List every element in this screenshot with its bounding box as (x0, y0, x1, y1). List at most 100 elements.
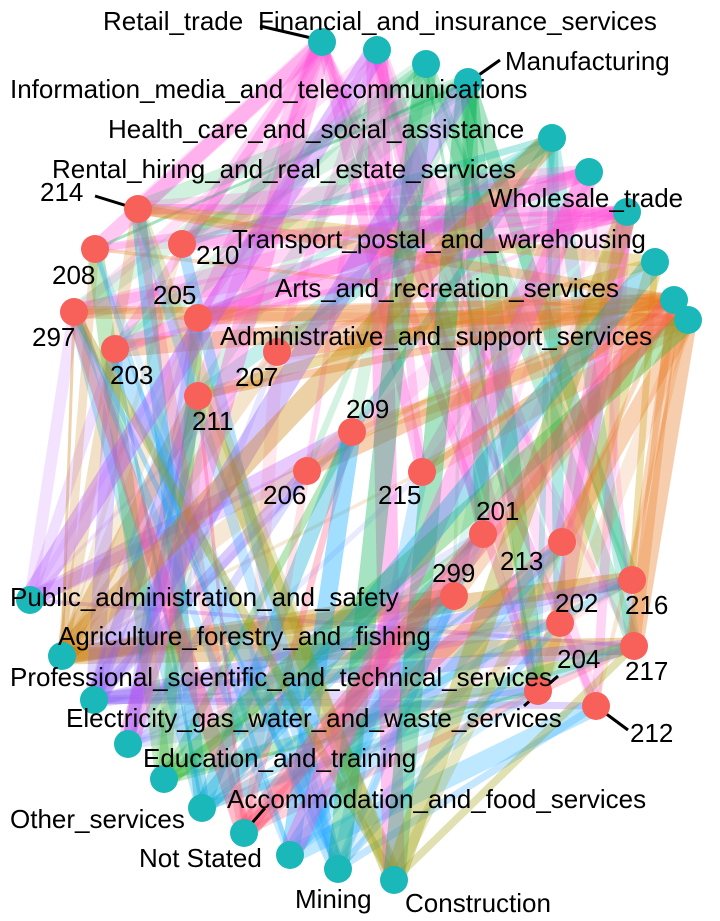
node-region-214 (124, 195, 152, 223)
edge-info-216 (461, 75, 639, 587)
edge-wholesale-212 (591, 207, 632, 711)
edge-mining-212 (334, 702, 600, 873)
edge-wholesale-213 (553, 203, 636, 551)
edge-agri-211 (53, 387, 207, 665)
edge-accom-207 (237, 345, 284, 840)
edge-admin-205 (191, 311, 695, 327)
label-rental: Rental_hiring_and_real_estate_services (52, 154, 516, 184)
node-edu (150, 765, 178, 793)
label-admin: Administrative_and_support_services (220, 321, 652, 351)
edge-edu-299 (156, 588, 462, 787)
node-public (16, 586, 44, 614)
edge-financial-215 (372, 45, 427, 477)
edge-mining-208 (91, 245, 342, 873)
edge-arts-205 (191, 293, 681, 325)
label-region-207: 207 (235, 362, 278, 392)
edge-construction-211 (188, 386, 404, 890)
edge-admin-209 (344, 312, 696, 440)
node-rental (575, 158, 603, 186)
edge-arts-216 (627, 295, 679, 585)
edge-health-204 (535, 135, 555, 694)
edge-wholesale-214 (132, 203, 633, 218)
label-region-206: 206 (263, 480, 306, 510)
edge-manufacturing-203 (112, 61, 429, 352)
edge-prof-203 (85, 340, 124, 709)
edge-retail-204 (317, 37, 543, 696)
edge-info-206 (303, 78, 472, 475)
edge-arts-297 (71, 297, 677, 315)
label-prof: Professional_scientific_and_technical_se… (10, 662, 552, 692)
edge-elec-216 (124, 576, 636, 748)
node-labels: Retail_trade Financial_and_insurance_serv… (10, 6, 683, 918)
edge-agri-299 (53, 587, 463, 665)
edge-public-203 (24, 343, 121, 606)
label-wholesale: Wholesale_trade (488, 183, 683, 213)
edge-retail-elec (117, 39, 333, 747)
edge-edu-211 (154, 386, 208, 789)
edge-mining-215 (331, 465, 429, 876)
edge-info-208 (93, 80, 470, 251)
edge-agri-214 (56, 203, 144, 662)
label-region-214: 214 (40, 177, 83, 207)
node-region-203 (101, 335, 129, 363)
label-region-210: 210 (196, 240, 239, 270)
label-edu: Education_and_training (143, 743, 416, 773)
edge-transport-216 (628, 258, 659, 584)
edge-wholesale-202 (551, 203, 636, 632)
edge-public-297 (24, 306, 80, 606)
edge-agri-210 (59, 241, 185, 659)
edge-notstated-299 (280, 586, 464, 865)
edge-rental-notstated (279, 167, 600, 860)
edge-retail-203 (110, 37, 327, 354)
edge-arts-203 (106, 291, 683, 358)
edge-other-203 (113, 347, 204, 810)
node-region-217 (620, 632, 648, 660)
edge-arts-215 (418, 296, 678, 476)
edge-accom-206 (240, 467, 311, 837)
node-region-209 (338, 418, 366, 446)
nodes (16, 28, 702, 894)
edge-rental-205 (190, 164, 597, 326)
edge-manufacturing-mining (327, 62, 437, 871)
edge-edu-217 (157, 639, 641, 786)
label-region-216: 216 (625, 590, 668, 620)
edge-edu-204 (162, 689, 540, 781)
edge-accom-217 (240, 642, 638, 837)
edge-financial-206 (304, 47, 380, 474)
edge-arts-213 (559, 297, 677, 545)
edge-health-299 (447, 131, 559, 603)
edge-elec-206 (123, 466, 312, 749)
node-retail (308, 28, 336, 56)
edge-other-214 (130, 201, 210, 816)
node-region-207 (263, 338, 291, 366)
edge-public-207 (28, 350, 279, 602)
label-region-212: 212 (630, 718, 673, 748)
edge-other-transport (193, 254, 664, 816)
edge-other-209 (194, 424, 360, 816)
edge-elec-204 (123, 686, 543, 749)
edge-info-201 (460, 74, 491, 542)
node-region-205 (184, 304, 212, 332)
label-info: Information_media_and_telecommunications (10, 74, 527, 104)
node-arts (660, 286, 688, 314)
node-admin (674, 306, 702, 334)
node-region-297 (60, 298, 88, 326)
edge-wholesale-297 (65, 203, 636, 321)
edge-elec-211 (121, 389, 205, 751)
edge-financial-204 (371, 44, 544, 697)
edge-agri-217 (53, 637, 643, 665)
edge-other-213 (200, 540, 564, 810)
label-notstated: Not Stated (139, 843, 262, 873)
label-region-297: 297 (32, 322, 75, 352)
edge-financial-212 (369, 42, 604, 714)
edge-financial-297 (69, 45, 382, 317)
edge-notstated-297 (70, 308, 294, 859)
label-transport: Transport_postal_and_warehousing (232, 224, 646, 254)
edge-health-217 (545, 131, 641, 653)
edge-financial-205 (194, 46, 381, 322)
label-agri: Agriculture_forestry_and_fishing (58, 621, 431, 651)
node-region-201 (469, 520, 497, 548)
edge-admin-213 (553, 311, 697, 551)
edge-accom-214 (132, 203, 250, 839)
